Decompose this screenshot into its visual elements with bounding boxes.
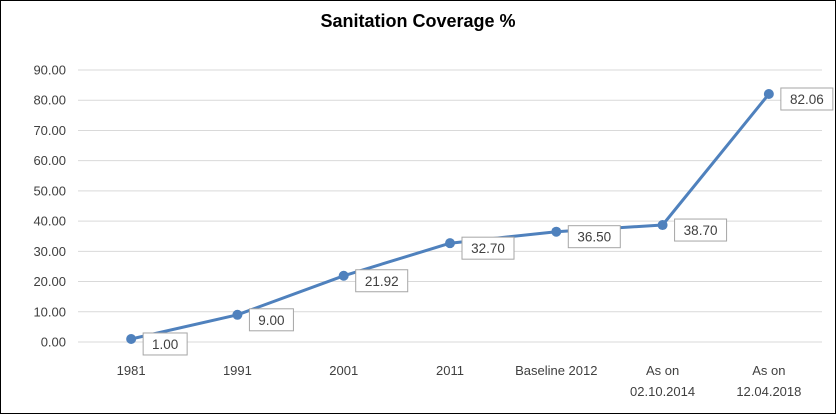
y-tick-label: 40.00 xyxy=(33,214,66,229)
data-point xyxy=(763,88,774,99)
data-label-text: 36.50 xyxy=(577,230,611,245)
data-point xyxy=(445,238,455,249)
y-axis-tick-labels: 0.00 10.00 20.00 30.00 40.00 50.00 60.00 70.00 8… xyxy=(33,63,66,350)
x-tick-label: Baseline 2012 xyxy=(515,363,597,378)
x-tick-label-line: As on xyxy=(752,363,785,378)
x-tick-label: As on 12.04.2018 xyxy=(736,363,801,399)
data-points xyxy=(126,88,774,344)
data-label: 36.50 xyxy=(567,225,621,249)
data-label: 38.70 xyxy=(674,218,728,242)
x-tick-label: 1981 xyxy=(117,363,146,378)
data-label-text: 38.70 xyxy=(684,223,718,238)
data-labels: 1.00 9.00 21.92 32.70 36.50 38.70 82.06 xyxy=(142,87,834,356)
y-tick-label: 10.00 xyxy=(33,304,66,319)
gridlines xyxy=(78,69,822,343)
x-tick-label: 2001 xyxy=(329,363,358,378)
data-point xyxy=(126,333,137,344)
data-label-text: 9.00 xyxy=(258,313,284,328)
data-label: 9.00 xyxy=(248,308,294,332)
data-point xyxy=(657,220,668,231)
data-point xyxy=(338,270,349,281)
x-tick-label-line: 1991 xyxy=(223,363,252,378)
data-label-box xyxy=(674,218,728,242)
y-tick-label: 20.00 xyxy=(33,274,66,289)
data-label-text: 1.00 xyxy=(152,337,178,352)
x-tick-label: As on 02.10.2014 xyxy=(630,363,695,399)
y-tick-label: 0.00 xyxy=(41,335,66,350)
data-label: 21.92 xyxy=(355,269,409,293)
data-label: 82.06 xyxy=(780,87,834,111)
x-tick-label-line: 02.10.2014 xyxy=(630,384,695,399)
data-label: 1.00 xyxy=(142,332,188,356)
data-point xyxy=(232,309,243,320)
data-label-text: 21.92 xyxy=(365,274,399,289)
data-label-box xyxy=(142,332,188,356)
data-label-box xyxy=(567,225,621,249)
y-tick-label: 50.00 xyxy=(33,183,66,198)
y-tick-label: 90.00 xyxy=(33,63,66,78)
y-tick-label: 60.00 xyxy=(33,153,66,168)
chart-title: Sanitation Coverage % xyxy=(320,11,515,31)
data-label-box xyxy=(248,308,294,332)
x-tick-label: 2011 xyxy=(436,363,464,378)
x-tick-label-line: Baseline 2012 xyxy=(515,363,597,378)
x-tick-label-line: 2001 xyxy=(329,363,358,378)
y-tick-label: 30.00 xyxy=(33,244,66,259)
data-label-box xyxy=(461,236,515,260)
data-label-text: 32.70 xyxy=(471,241,505,256)
y-tick-label: 80.00 xyxy=(33,93,66,108)
x-axis-tick-labels: 1981 1991 2001 2011 Baseline 2012 As on 02.10.… xyxy=(117,363,802,399)
x-tick-label-line: 1981 xyxy=(117,363,146,378)
data-label: 32.70 xyxy=(461,236,515,260)
data-label-box xyxy=(780,87,834,111)
data-point xyxy=(551,226,562,237)
x-tick-label-line: As on xyxy=(646,363,679,378)
x-tick-label: 1991 xyxy=(223,363,252,378)
data-label-box xyxy=(355,269,409,293)
x-tick-label-line: 12.04.2018 xyxy=(736,384,801,399)
x-tick-label-line: 2011 xyxy=(436,363,464,378)
data-label-text: 82.06 xyxy=(790,92,824,107)
y-tick-label: 70.00 xyxy=(33,123,66,138)
